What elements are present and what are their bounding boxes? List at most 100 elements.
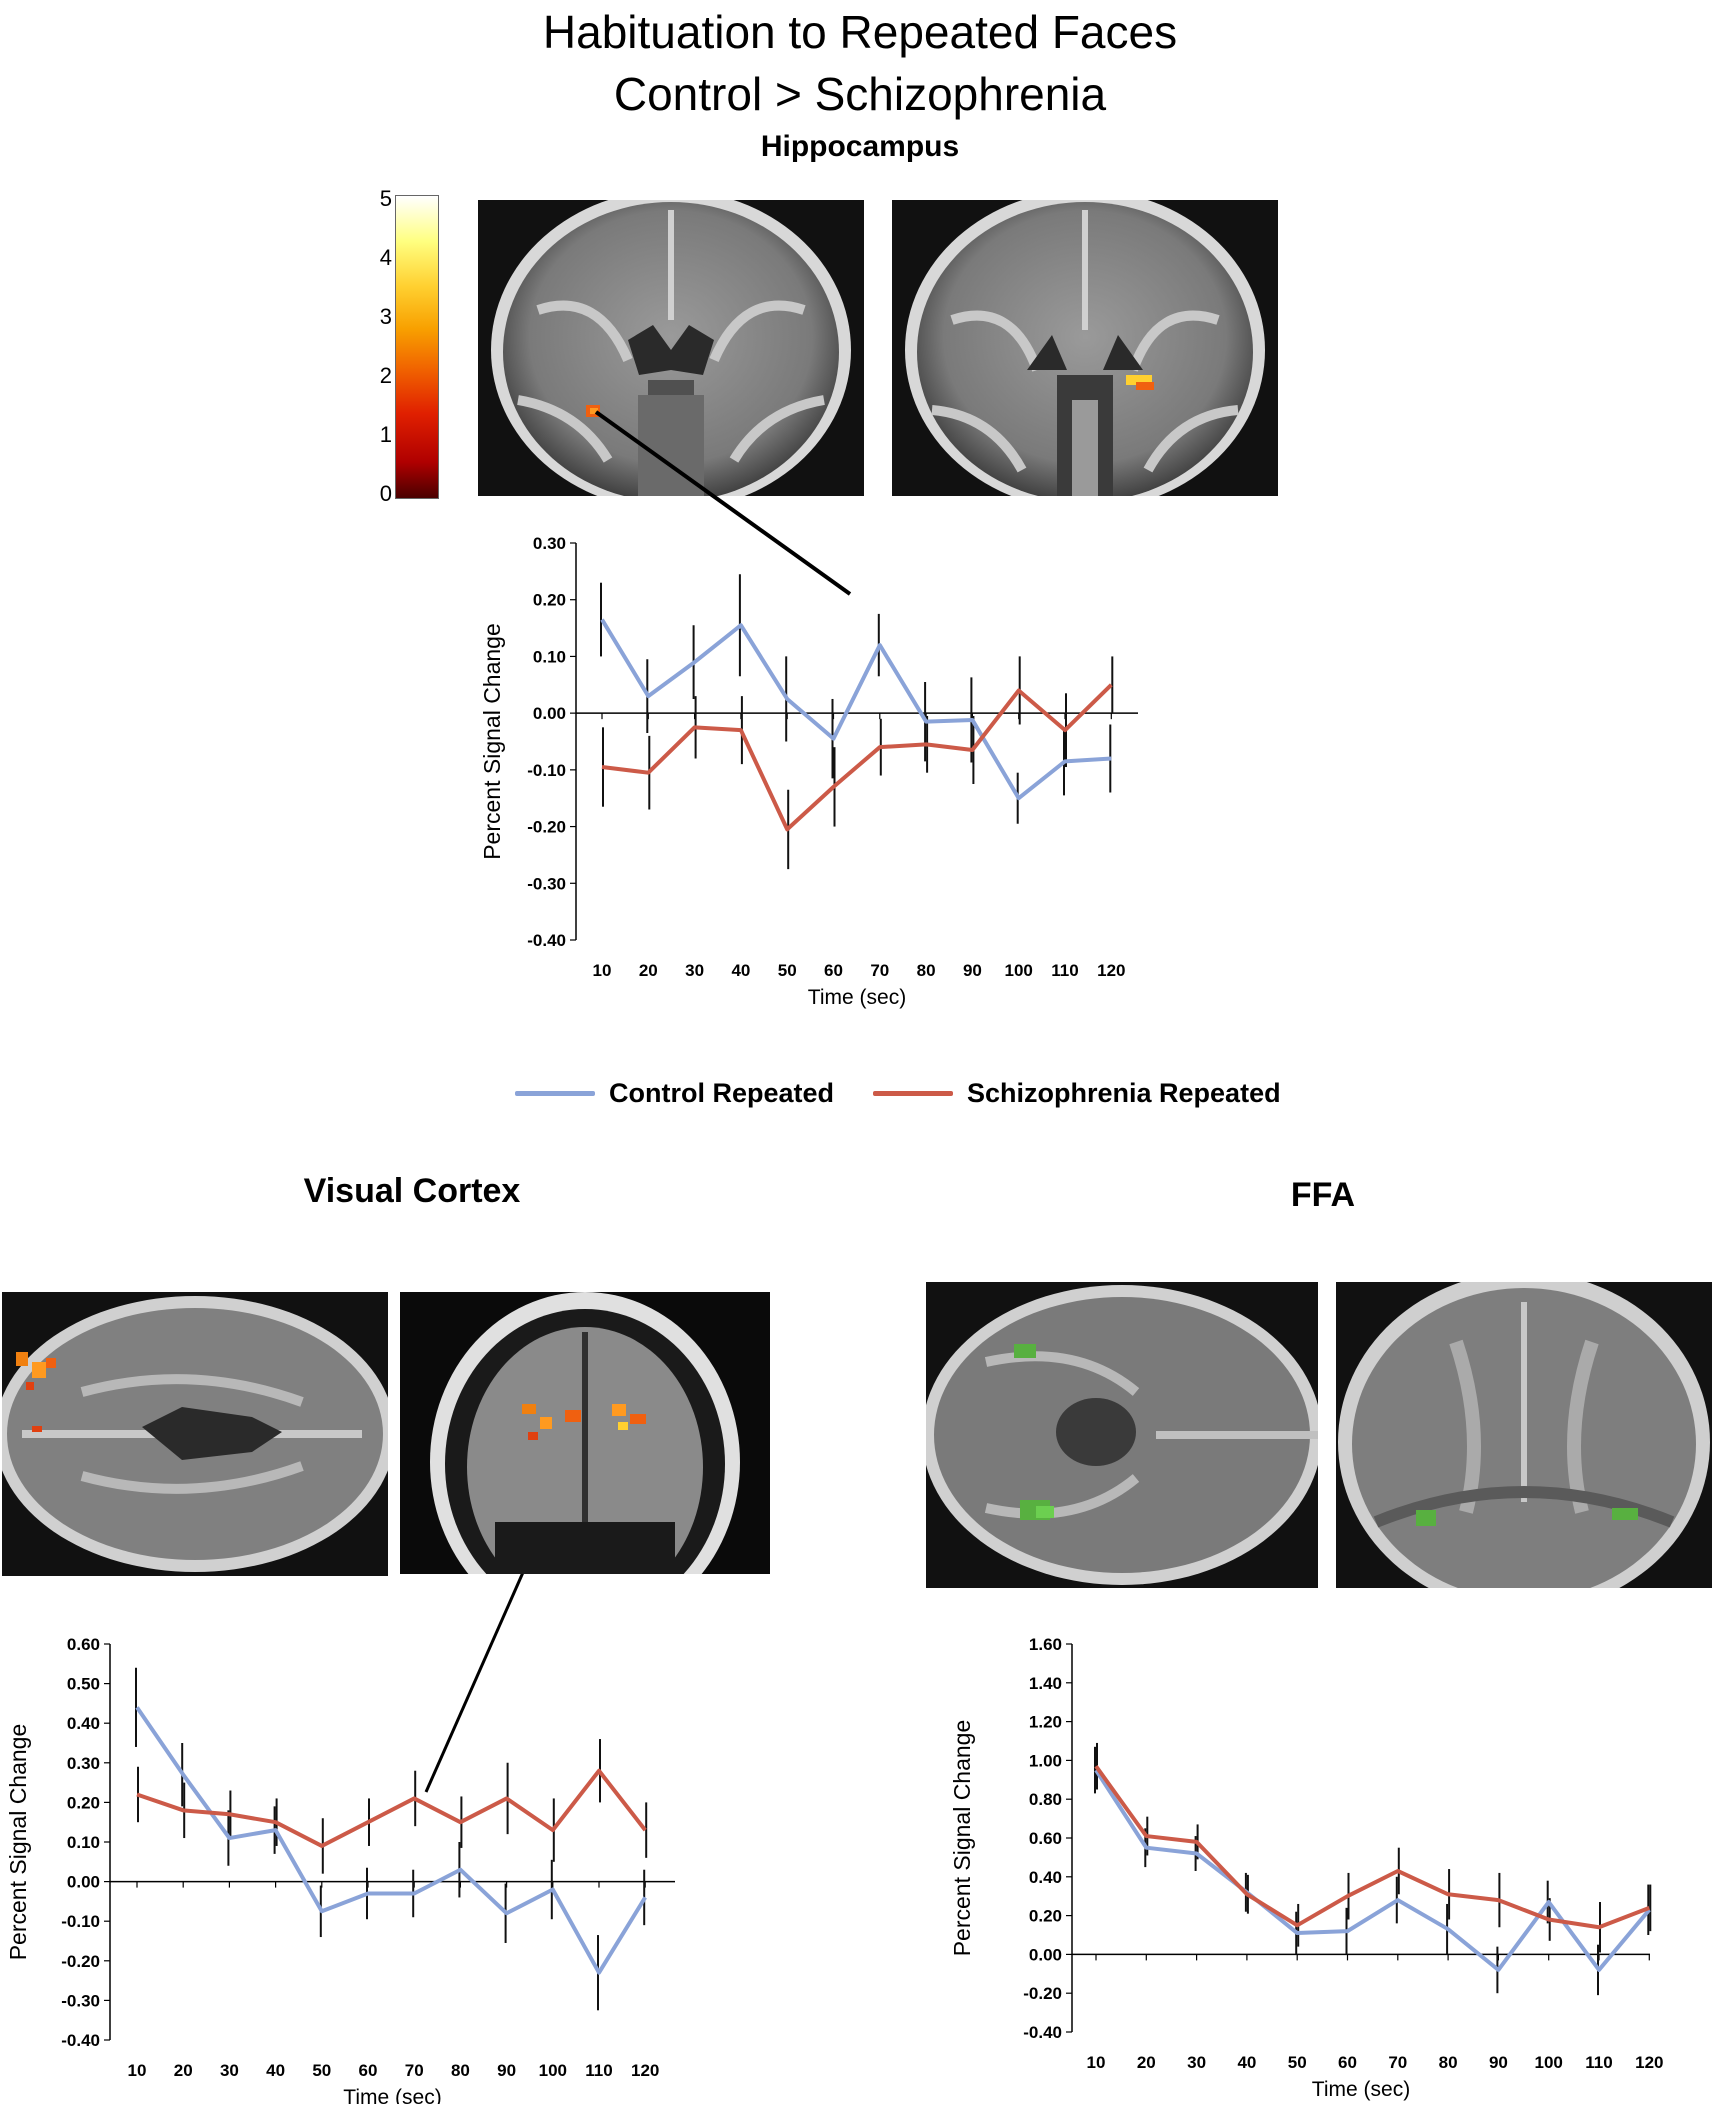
y-tick-label: -0.40 [527, 931, 566, 950]
y-tick-label: 0.00 [67, 1873, 100, 1892]
brain-coronal-slice-ffa [1336, 1282, 1712, 1588]
brain-axial-slice-visual [2, 1292, 388, 1576]
x-tick-label: 110 [1051, 961, 1078, 980]
y-tick-label: 0.00 [1029, 1945, 1062, 1964]
series-line-control [135, 1706, 647, 1975]
y-tick-label: 0.30 [533, 534, 566, 553]
x-tick-label: 20 [1137, 2053, 1156, 2072]
x-tick-label: 70 [1388, 2053, 1407, 2072]
x-axis-title: Time (sec) [1312, 2078, 1410, 2101]
x-tick-label: 60 [359, 2061, 378, 2080]
colorbar-tick: 4 [379, 245, 392, 270]
visual-cortex-chart: 0.60 0.50 0.40 0.30 0.20 0.10 0.00 -0.10 -0.20 -0… [5, 1635, 675, 2104]
legend-swatch-control [515, 1091, 595, 1096]
x-tick-label: 30 [685, 961, 704, 980]
x-tick-label: 100 [539, 2061, 567, 2080]
y-tick-label: -0.20 [527, 818, 566, 837]
x-tick-label: 10 [1087, 2053, 1106, 2072]
colorbar-tick: 0 [379, 481, 392, 506]
ffa-chart: 1.60 1.40 1.20 1.00 0.80 0.60 0.40 0.20 0.00 -0.2… [949, 1635, 1663, 2101]
y-tick-label: 0.40 [67, 1714, 100, 1733]
x-tick-label: 110 [585, 2061, 612, 2080]
y-tick-label: -0.30 [527, 874, 566, 893]
x-tick-label: 50 [1288, 2053, 1307, 2072]
x-tick-label: 80 [451, 2061, 470, 2080]
hippocampus-chart: 0.30 0.20 0.10 0.00 -0.10 -0.20 -0.30 -0.40 10 20… [479, 534, 1138, 1009]
y-tick-label: 0.60 [67, 1635, 100, 1654]
colorbar-tick: 5 [379, 186, 392, 211]
y-tick-label: -0.40 [1023, 2023, 1062, 2042]
colorbar-tick: 2 [379, 363, 392, 388]
colorbar-tick: 3 [379, 304, 392, 329]
x-tick-label: 10 [128, 2061, 147, 2080]
x-tick-label: 40 [266, 2061, 285, 2080]
brain-coronal-slice-right [892, 200, 1278, 496]
y-tick-label: 1.00 [1029, 1751, 1062, 1770]
figure-title-line2: Control > Schizophrenia [613, 68, 1107, 120]
y-axis-title: Percent Signal Change [479, 623, 505, 860]
legend-item-control: Control Repeated [515, 1078, 834, 1109]
x-axis-title: Time (sec) [343, 2086, 441, 2104]
x-tick-label: 90 [1489, 2053, 1508, 2072]
y-tick-label: 0.60 [1029, 1829, 1062, 1848]
legend-label-schizophrenia: Schizophrenia Repeated [967, 1078, 1281, 1108]
x-tick-label: 70 [870, 961, 889, 980]
colorbar-tick: 1 [379, 422, 392, 447]
ffa-label: FFA [1290, 1176, 1356, 1214]
x-tick-label: 20 [639, 961, 658, 980]
x-tick-label: 60 [1338, 2053, 1357, 2072]
y-tick-label: 1.40 [1029, 1674, 1062, 1693]
y-tick-label: 0.40 [1029, 1868, 1062, 1887]
brain-axial-slice-ffa [926, 1282, 1318, 1588]
y-tick-label: 0.50 [67, 1675, 100, 1694]
y-tick-label: -0.20 [61, 1952, 100, 1971]
series-line-control [1094, 1769, 1651, 1972]
series-line-schizophrenia [1094, 1765, 1651, 1930]
legend-label-control: Control Repeated [609, 1078, 835, 1108]
brain-coronal-slice-visual [400, 1292, 770, 1574]
y-tick-label: 0.10 [533, 647, 566, 666]
x-tick-label: 120 [631, 2061, 659, 2080]
series-line-control [600, 618, 1112, 801]
y-tick-label: 0.00 [533, 704, 566, 723]
x-tick-label: 10 [593, 961, 612, 980]
visual-cortex-label: Visual Cortex [303, 1172, 521, 1210]
x-axis-title: Time (sec) [808, 986, 906, 1009]
y-tick-label: -0.30 [61, 1991, 100, 2010]
x-tick-label: 20 [174, 2061, 193, 2080]
x-tick-label: 70 [405, 2061, 424, 2080]
hippocampus-label: Hippocampus [760, 130, 960, 163]
legend: Control Repeated Schizophrenia Repeated [515, 1078, 1295, 1118]
y-tick-label: -0.40 [61, 2031, 100, 2050]
series-line-schizophrenia [136, 1768, 647, 1848]
y-axis-title: Percent Signal Change [949, 1720, 975, 1957]
x-tick-label: 50 [312, 2061, 331, 2080]
x-tick-label: 50 [778, 961, 797, 980]
y-tick-label: 0.20 [1029, 1907, 1062, 1926]
y-axis-title: Percent Signal Change [5, 1724, 31, 1961]
y-tick-label: -0.20 [1023, 1984, 1062, 2003]
y-tick-label: 1.60 [1029, 1635, 1062, 1654]
x-tick-label: 80 [1439, 2053, 1458, 2072]
y-tick-label: -0.10 [61, 1912, 100, 1931]
y-tick-label: 1.20 [1029, 1713, 1062, 1732]
x-tick-label: 40 [731, 961, 750, 980]
legend-item-schizophrenia: Schizophrenia Repeated [873, 1078, 1281, 1109]
x-tick-label: 60 [824, 961, 843, 980]
colorbar [395, 195, 439, 499]
x-tick-label: 110 [1585, 2053, 1612, 2072]
x-tick-label: 80 [917, 961, 936, 980]
y-tick-label: 0.10 [67, 1833, 100, 1852]
x-tick-label: 40 [1237, 2053, 1256, 2072]
x-tick-label: 100 [1005, 961, 1033, 980]
x-tick-label: 30 [220, 2061, 239, 2080]
x-tick-label: 90 [497, 2061, 516, 2080]
x-tick-label: 90 [963, 961, 982, 980]
y-tick-label: 0.20 [67, 1793, 100, 1812]
y-tick-label: -0.10 [527, 761, 566, 780]
y-tick-label: 0.20 [533, 591, 566, 610]
x-tick-label: 120 [1097, 961, 1125, 980]
series-line-schizophrenia [601, 683, 1113, 832]
legend-swatch-schizophrenia [873, 1091, 953, 1096]
y-tick-label: 0.30 [67, 1754, 100, 1773]
